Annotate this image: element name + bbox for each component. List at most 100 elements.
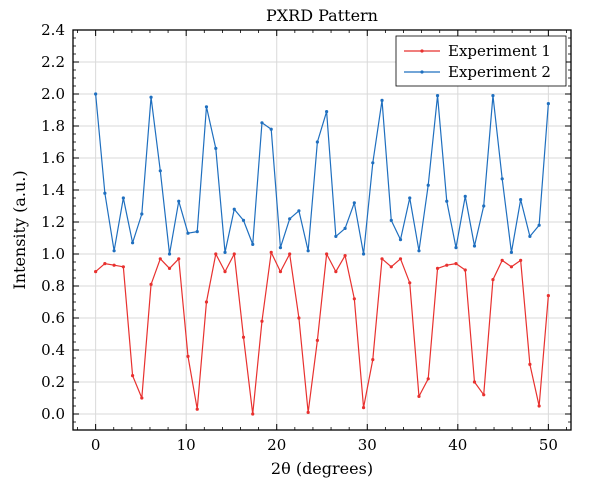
data-point: [389, 218, 393, 222]
data-point: [149, 95, 153, 99]
chart-title: PXRD Pattern: [266, 6, 378, 25]
y-tick-label: 2.0: [41, 85, 65, 103]
data-point: [343, 254, 347, 258]
data-point: [241, 218, 246, 222]
data-point: [398, 238, 403, 242]
data-point: [454, 246, 458, 250]
y-tick-label: 0.0: [41, 405, 65, 423]
data-point: [491, 94, 495, 98]
data-point: [537, 404, 541, 408]
data-point: [177, 257, 181, 261]
data-point: [121, 196, 125, 200]
y-tick-label: 2.4: [41, 21, 65, 39]
data-point: [482, 204, 486, 208]
data-point: [297, 209, 301, 213]
y-tick-label: 1.0: [41, 245, 65, 263]
data-point: [435, 94, 440, 98]
x-tick-label: 0: [91, 436, 101, 454]
x-tick-label: 30: [358, 436, 377, 454]
data-point: [167, 252, 172, 256]
data-point: [177, 199, 181, 203]
data-point: [408, 281, 412, 285]
data-point: [269, 127, 273, 131]
data-point: [288, 217, 292, 221]
data-point: [435, 266, 440, 270]
data-point: [278, 246, 283, 250]
data-point: [491, 278, 495, 282]
data-point: [500, 258, 504, 262]
data-point: [426, 183, 430, 187]
data-point: [251, 242, 255, 246]
data-point: [361, 406, 366, 410]
data-point: [288, 252, 292, 256]
data-point: [186, 231, 190, 235]
data-point: [251, 412, 255, 416]
data-point: [223, 270, 227, 274]
data-point: [528, 362, 532, 366]
data-point: [140, 212, 144, 216]
y-tick-label: 0.6: [41, 309, 65, 327]
data-point: [537, 223, 541, 227]
data-point: [112, 249, 116, 253]
data-point: [278, 270, 283, 274]
plot-frame: [72, 29, 572, 431]
data-point: [361, 252, 366, 256]
data-point: [454, 262, 458, 266]
data-point: [417, 249, 421, 253]
data-point: [546, 102, 550, 106]
data-point: [260, 319, 264, 323]
data-point: [297, 316, 301, 320]
legend-label: Experiment 1: [448, 42, 551, 60]
data-point: [204, 105, 209, 109]
y-tick-label: 1.4: [41, 181, 65, 199]
data-point: [380, 257, 384, 261]
data-point: [352, 201, 356, 205]
data-point: [371, 161, 375, 165]
y-tick-label: 0.4: [41, 341, 65, 359]
data-point: [463, 268, 467, 272]
data-point: [519, 198, 523, 202]
data-point: [140, 396, 144, 400]
data-point: [214, 146, 218, 150]
legend: Experiment 1 Experiment 2: [395, 35, 567, 87]
data-point: [500, 177, 504, 181]
data-point: [509, 265, 514, 269]
data-point: [94, 270, 98, 274]
legend-marker: [420, 49, 424, 53]
data-point: [103, 191, 107, 195]
data-point: [334, 234, 338, 238]
data-point: [204, 300, 209, 304]
data-point: [232, 207, 236, 211]
data-point: [426, 377, 430, 381]
data-point: [472, 380, 477, 384]
x-axis-label: 2θ (degrees): [271, 459, 373, 478]
x-tick-label: 10: [177, 436, 196, 454]
data-point: [463, 194, 467, 198]
data-point: [334, 270, 338, 274]
data-point: [158, 169, 162, 173]
data-point: [371, 358, 375, 362]
y-axis-label: Intensity (a.u.): [10, 170, 29, 289]
data-point: [269, 250, 273, 254]
grid-lines: [73, 29, 571, 430]
y-tick-label: 1.8: [41, 117, 65, 135]
data-point: [103, 262, 107, 266]
data-point: [546, 294, 550, 298]
data-point: [94, 92, 98, 96]
data-point: [315, 338, 319, 342]
data-point: [195, 230, 199, 234]
x-tick-label: 20: [267, 436, 286, 454]
x-tick-label: 40: [448, 436, 467, 454]
y-tick-label: 1.6: [41, 149, 65, 167]
y-tick-label: 1.2: [41, 213, 65, 231]
data-point: [417, 394, 421, 398]
data-point: [472, 244, 477, 248]
series-2: [94, 92, 550, 256]
x-tick-label: 50: [539, 436, 558, 454]
data-point: [223, 250, 227, 254]
data-point: [325, 252, 329, 256]
series-line: [95, 251, 549, 415]
data-point: [130, 241, 135, 245]
data-point: [149, 282, 153, 286]
